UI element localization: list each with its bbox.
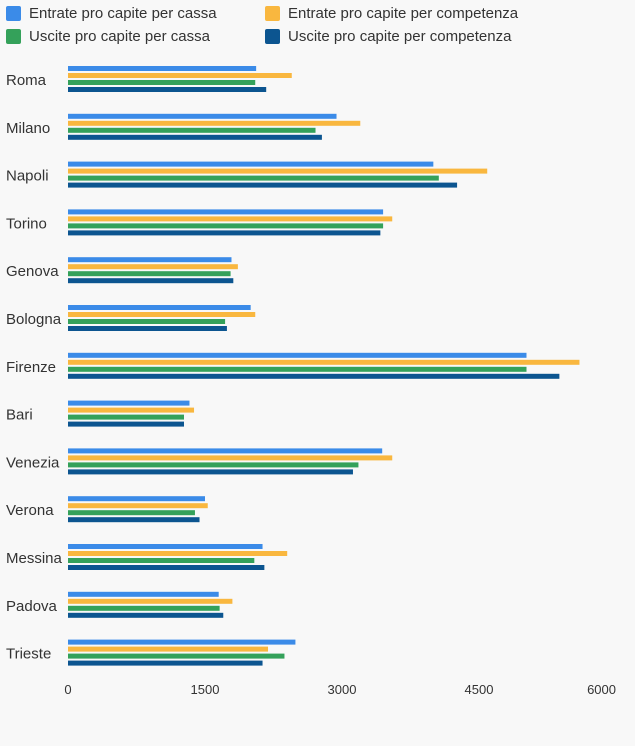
legend-label-uscite-competenza: Uscite pro capite per competenza xyxy=(288,28,512,45)
legend-item-entrate-cassa[interactable]: Entrate pro capite per cassa xyxy=(6,5,217,22)
bar-torino-series-4[interactable] xyxy=(68,230,381,236)
bar-milano-series-3[interactable] xyxy=(68,127,316,133)
bar-torino-series-3[interactable] xyxy=(68,223,384,229)
bar-verona-series-2[interactable] xyxy=(68,503,208,509)
x-tick-label-4500: 4500 xyxy=(465,682,494,697)
bar-bologna-series-4[interactable] xyxy=(68,326,227,331)
bar-messina-series-2[interactable] xyxy=(68,551,288,556)
bar-bologna-series-1[interactable] xyxy=(68,305,251,310)
category-label-firenze: Firenze xyxy=(6,359,56,376)
bar-napoli-series-2[interactable] xyxy=(68,168,488,174)
bar-roma-series-3[interactable] xyxy=(68,80,256,85)
bar-genova-series-3[interactable] xyxy=(68,271,231,277)
bar-torino-series-1[interactable] xyxy=(68,209,384,215)
bar-venezia-series-1[interactable] xyxy=(68,448,383,454)
legend-item-uscite-competenza[interactable]: Uscite pro capite per competenza xyxy=(265,28,511,45)
bar-venezia-series-2[interactable] xyxy=(68,455,393,461)
x-tick-label-0: 0 xyxy=(64,682,71,697)
bar-trieste-series-4[interactable] xyxy=(68,660,263,666)
bar-verona-series-1[interactable] xyxy=(68,496,205,502)
legend-swatch-entrate-cassa xyxy=(6,6,21,21)
bar-trieste-series-2[interactable] xyxy=(68,646,269,652)
bar-messina-series-3[interactable] xyxy=(68,558,255,563)
x-tick-label-3000: 3000 xyxy=(328,682,357,697)
bar-verona-series-3[interactable] xyxy=(68,510,195,516)
bar-roma-series-4[interactable] xyxy=(68,87,267,92)
bar-verona-series-4[interactable] xyxy=(68,517,200,523)
bar-padova-series-3[interactable] xyxy=(68,605,220,611)
category-label-bologna: Bologna xyxy=(6,311,62,328)
legend-swatch-uscite-competenza xyxy=(265,29,280,44)
bar-venezia-series-3[interactable] xyxy=(68,462,359,468)
bar-messina-series-4[interactable] xyxy=(68,565,265,570)
bar-napoli-series-1[interactable] xyxy=(68,161,434,167)
bar-firenze-series-1[interactable] xyxy=(68,352,527,358)
bar-bari-series-2[interactable] xyxy=(68,407,195,413)
category-label-bari: Bari xyxy=(6,407,33,424)
bar-napoli-series-3[interactable] xyxy=(68,175,439,181)
bar-firenze-series-3[interactable] xyxy=(68,366,527,372)
legend-swatch-entrate-competenza xyxy=(265,6,280,21)
bar-messina-series-1[interactable] xyxy=(68,544,263,549)
category-label-padova: Padova xyxy=(6,598,58,615)
legend-label-entrate-competenza: Entrate pro capite per competenza xyxy=(288,5,519,22)
category-label-messina: Messina xyxy=(6,550,63,567)
category-label-trieste: Trieste xyxy=(6,646,51,663)
bar-genova-series-1[interactable] xyxy=(68,257,232,263)
bar-genova-series-4[interactable] xyxy=(68,278,234,284)
bar-bologna-series-2[interactable] xyxy=(68,312,256,317)
bar-bari-series-4[interactable] xyxy=(68,421,184,427)
bar-milano-series-1[interactable] xyxy=(68,113,337,119)
bar-milano-series-4[interactable] xyxy=(68,134,322,140)
legend-item-uscite-cassa[interactable]: Uscite pro capite per cassa xyxy=(6,28,210,45)
category-label-torino: Torino xyxy=(6,215,47,232)
x-tick-label-6000: 6000 xyxy=(587,682,616,697)
bar-trieste-series-1[interactable] xyxy=(68,639,296,645)
bar-milano-series-2[interactable] xyxy=(68,120,361,126)
legend-label-entrate-cassa: Entrate pro capite per cassa xyxy=(29,5,217,22)
bar-napoli-series-4[interactable] xyxy=(68,182,458,188)
bar-bologna-series-3[interactable] xyxy=(68,319,226,324)
category-label-verona: Verona xyxy=(6,502,54,519)
bar-bari-series-3[interactable] xyxy=(68,414,184,420)
bar-torino-series-2[interactable] xyxy=(68,216,393,222)
bar-venezia-series-4[interactable] xyxy=(68,469,353,475)
legend-item-entrate-competenza[interactable]: Entrate pro capite per competenza xyxy=(265,5,518,22)
legend-swatch-uscite-cassa xyxy=(6,29,21,44)
category-label-napoli: Napoli xyxy=(6,168,49,185)
bar-firenze-series-4[interactable] xyxy=(68,373,560,379)
bar-padova-series-4[interactable] xyxy=(68,612,224,618)
category-label-roma: Roma xyxy=(6,72,47,89)
category-label-milano: Milano xyxy=(6,120,50,137)
category-label-genova: Genova xyxy=(6,263,59,280)
x-tick-label-1500: 1500 xyxy=(191,682,220,697)
bar-padova-series-2[interactable] xyxy=(68,598,233,604)
bar-roma-series-2[interactable] xyxy=(68,73,292,78)
legend: Entrate pro capite per cassa Entrate pro… xyxy=(0,0,635,50)
bar-roma-series-1[interactable] xyxy=(68,66,257,71)
bar-genova-series-2[interactable] xyxy=(68,264,238,270)
category-label-venezia: Venezia xyxy=(6,454,60,471)
bar-bari-series-1[interactable] xyxy=(68,400,190,406)
legend-label-uscite-cassa: Uscite pro capite per cassa xyxy=(29,28,210,45)
bar-trieste-series-3[interactable] xyxy=(68,653,285,659)
bar-padova-series-1[interactable] xyxy=(68,591,219,597)
bar-firenze-series-2[interactable] xyxy=(68,359,580,365)
